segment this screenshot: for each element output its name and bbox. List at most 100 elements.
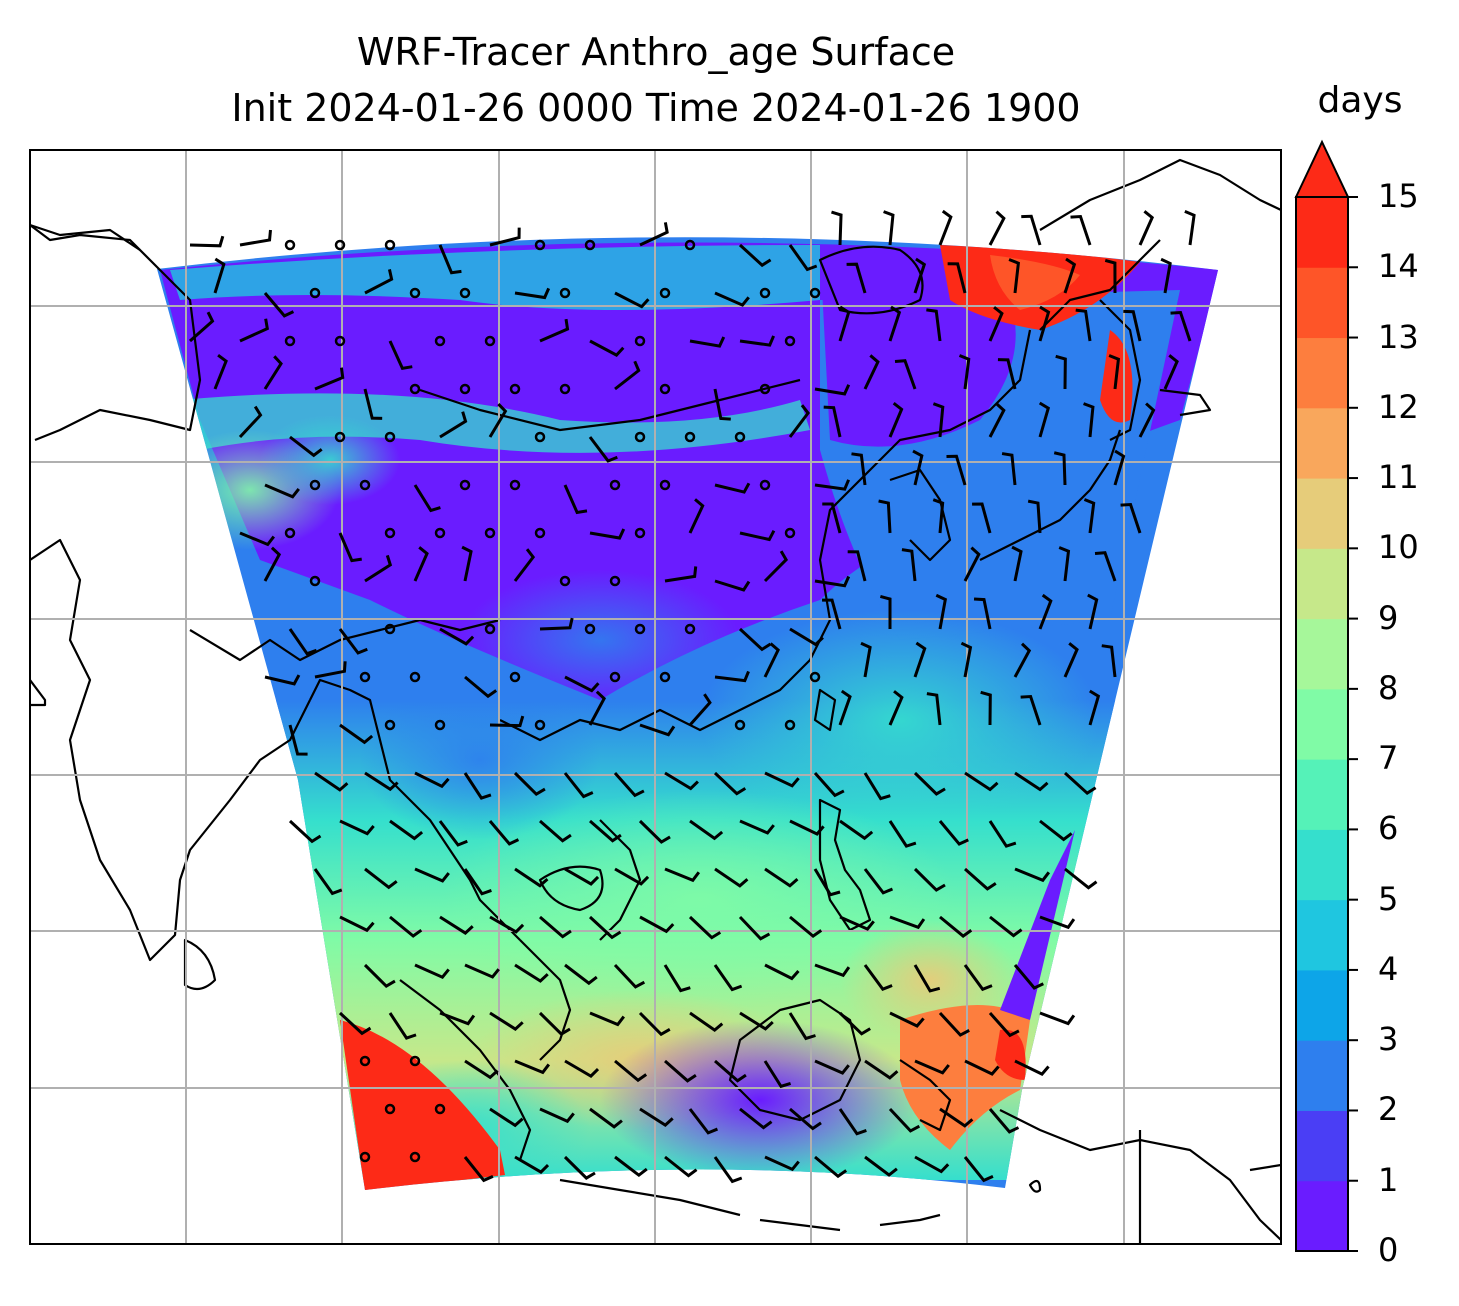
- wind-barb: [813, 868, 841, 897]
- wind-calm-marker: [534, 719, 546, 731]
- wind-barb: [1058, 546, 1071, 582]
- colorbar-segment: [1296, 1180, 1348, 1252]
- map-title-line2: Init 2024-01-26 0000 Time 2024-01-26 190…: [231, 86, 1081, 130]
- wind-barb: [1014, 1059, 1050, 1076]
- wind-barb: [463, 772, 492, 800]
- wind-barb: [314, 367, 345, 391]
- wind-barb: [946, 454, 967, 486]
- wind-barb: [714, 579, 751, 592]
- wind-barb: [339, 915, 375, 933]
- wind-barb: [1120, 502, 1142, 534]
- wind-calm-marker: [684, 239, 696, 251]
- wind-barb: [739, 819, 775, 835]
- wind-barb: [364, 269, 394, 295]
- wind-barb: [363, 388, 383, 420]
- wind-barb: [489, 715, 525, 728]
- wind-barb: [788, 1012, 816, 1041]
- wind-barb: [713, 388, 731, 421]
- wind-calm-marker: [609, 479, 621, 491]
- wind-barb: [764, 1155, 800, 1172]
- colorbar-tick-label: 12: [1378, 387, 1419, 426]
- wind-barb: [264, 674, 301, 686]
- wind-barb: [514, 1059, 551, 1075]
- wind-barb: [988, 306, 1004, 342]
- wind-barb: [688, 1108, 719, 1135]
- wind-barb: [988, 402, 1006, 438]
- wind-barb: [439, 411, 468, 439]
- wind-barb: [788, 404, 810, 438]
- wind-barb: [814, 1155, 848, 1179]
- wind-barb: [289, 435, 323, 458]
- wind-barb: [338, 532, 362, 563]
- wind-barb: [713, 964, 743, 992]
- wind-barb: [489, 1011, 524, 1031]
- wind-calm-marker: [634, 335, 646, 347]
- wind-barb: [414, 771, 450, 789]
- wind-calm-marker: [434, 1103, 446, 1115]
- wind-calm-marker: [434, 335, 446, 347]
- wind-barb: [938, 820, 969, 846]
- wind-calm-marker: [309, 479, 321, 491]
- wind-barb: [1001, 452, 1017, 486]
- wind-calm-marker: [534, 527, 546, 539]
- wind-barb: [1039, 819, 1073, 842]
- wind-barb: [588, 915, 622, 940]
- wind-barb: [763, 642, 780, 678]
- wind-barb: [789, 915, 823, 939]
- wind-barb: [614, 1059, 648, 1083]
- wind-barb: [388, 340, 413, 370]
- wind-barb: [932, 498, 945, 534]
- wind-barb: [664, 1155, 698, 1178]
- wind-barb: [688, 693, 712, 726]
- wind-calm-marker: [384, 431, 396, 443]
- wind-calm-marker: [384, 527, 396, 539]
- wind-barb: [888, 402, 904, 438]
- wind-barb: [888, 305, 902, 342]
- wind-barb: [878, 499, 892, 534]
- wind-barb: [513, 771, 546, 797]
- wind-calm-marker: [309, 287, 321, 299]
- wind-barb: [338, 628, 368, 655]
- colorbar-segment: [1296, 759, 1348, 830]
- wind-barb: [563, 772, 594, 799]
- wind-barb: [539, 915, 572, 939]
- colorbar-segment: [1296, 267, 1348, 339]
- colorbar-segment: [1296, 1040, 1348, 1111]
- wind-barb: [988, 1012, 1020, 1038]
- wind-barb: [988, 210, 1006, 246]
- wind-barb: [864, 1059, 899, 1080]
- wind-barb: [388, 1012, 417, 1040]
- wind-barb: [738, 243, 772, 268]
- wind-barb: [339, 819, 375, 836]
- wind-barb: [413, 484, 441, 513]
- wind-barbs: [189, 209, 1196, 1184]
- wind-barb: [814, 575, 851, 588]
- wind-barb: [263, 292, 295, 318]
- colorbar-tick-label: 5: [1378, 879, 1399, 918]
- wind-barb: [664, 566, 698, 583]
- wind-barb: [1184, 210, 1196, 246]
- wind-barb: [1008, 258, 1021, 294]
- wind-barb: [935, 593, 948, 630]
- wind-barb: [894, 359, 917, 390]
- wind-barb: [914, 1155, 950, 1174]
- wind-barb: [714, 670, 750, 683]
- wind-calm-marker: [559, 287, 571, 299]
- wind-barb: [1063, 642, 1079, 678]
- wind-barb: [980, 690, 992, 726]
- wind-barb: [339, 723, 374, 745]
- colorbar-segment: [1296, 688, 1348, 760]
- wind-barb: [439, 627, 475, 646]
- wind-barb: [1088, 689, 1101, 726]
- map-title-line1: WRF-Tracer Anthro_age Surface: [356, 30, 956, 74]
- wind-barb: [939, 1107, 974, 1128]
- wind-barb: [839, 819, 874, 841]
- wind-barb: [901, 548, 917, 582]
- wind-barb: [514, 867, 549, 888]
- wind-barb: [1075, 308, 1092, 342]
- wind-calm-marker: [734, 719, 746, 731]
- colorbar-tick-label: 7: [1378, 739, 1399, 778]
- wind-barb: [489, 227, 521, 247]
- wind-calm-marker: [459, 287, 471, 299]
- wind-barb: [1013, 964, 1044, 990]
